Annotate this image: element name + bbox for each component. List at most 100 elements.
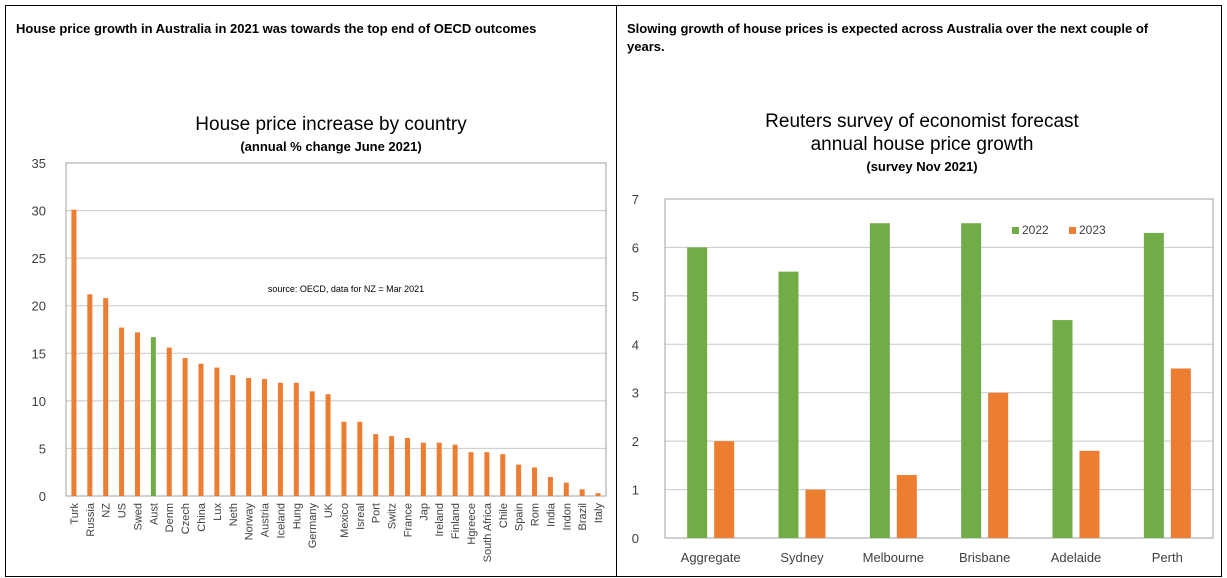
x-tick-label: Neth [228, 503, 240, 526]
bar-finland [452, 444, 458, 496]
bar-us [119, 327, 125, 496]
x-tick-label: NZ [101, 503, 113, 518]
bar-aggregate-2023 [714, 441, 735, 538]
x-tick-label: Italy [593, 503, 605, 524]
y-tick-label: 1 [632, 483, 639, 498]
chart-title: House price increase by country [195, 114, 467, 135]
bar-aggregate-2022 [687, 247, 708, 538]
chart-title-line: Reuters survey of economist forecast [765, 111, 1079, 132]
x-tick-label: Austria [260, 502, 272, 537]
bar-adelaide-2022 [1052, 320, 1073, 538]
country-house-price-chart: House price increase by country (annual %… [32, 114, 607, 562]
bar-port [373, 434, 379, 496]
x-tick-label: Brisbane [959, 550, 1010, 565]
bar-uk [325, 394, 331, 496]
legend-swatch-2023 [1069, 227, 1076, 234]
x-tick-label: China [196, 502, 208, 532]
x-tick-label: Denm [164, 503, 176, 532]
bar-isreal [357, 421, 363, 496]
bar-mexico [341, 421, 347, 496]
x-tick-label: South Africa [482, 502, 494, 562]
x-tick-label: Perth [1152, 550, 1183, 565]
y-tick-label: 5 [39, 441, 46, 456]
bar-germany [309, 391, 315, 496]
y-tick-label: 0 [39, 489, 46, 504]
x-tick-label: Iceland [275, 503, 287, 538]
bar-brazil [579, 489, 585, 496]
y-tick-label: 7 [632, 192, 639, 207]
y-tick-label: 4 [632, 337, 639, 352]
x-tick-label: Jap [418, 503, 430, 521]
x-tick-label: Indon [561, 503, 573, 531]
x-tick-label: Hung [291, 503, 303, 529]
bar-brisbane-2023 [988, 392, 1009, 538]
x-tick-label: Hgreece [466, 503, 478, 545]
y-tick-label: 35 [32, 156, 46, 171]
x-tick-label: Chile [498, 503, 510, 528]
bar-brisbane-2022 [961, 223, 982, 538]
x-tick-label: Lux [212, 503, 224, 521]
y-tick-label: 5 [632, 289, 639, 304]
chart-subtitle: (survey Nov 2021) [866, 159, 977, 174]
chart-title-line: annual house price growth [811, 134, 1034, 155]
x-tick-label: Ireland [434, 503, 446, 537]
bar-hgreece [468, 452, 474, 496]
y-tick-label: 0 [632, 531, 639, 546]
x-tick-label: Swed [132, 503, 144, 531]
x-tick-label: Aust [148, 503, 160, 525]
chart-subtitle: (annual % change June 2021) [240, 139, 421, 154]
bar-spain [516, 464, 522, 496]
y-tick-label: 15 [32, 346, 46, 361]
source-annotation: source: OECD, data for NZ = Mar 2021 [268, 284, 424, 294]
x-tick-label: Port [371, 503, 383, 523]
x-tick-label: Rom [530, 503, 542, 526]
bar-russia [87, 294, 93, 496]
bar-neth [230, 375, 236, 496]
x-tick-label: UK [323, 502, 335, 518]
bar-chile [500, 454, 506, 496]
bar-nz [103, 298, 109, 496]
x-tick-label: Aggregate [681, 550, 741, 565]
left-panel: House price growth in Australia in 2021 … [5, 5, 617, 577]
x-tick-label: Spain [514, 503, 526, 531]
bar-melbourne-2023 [896, 475, 917, 538]
x-tick-label: Adelaide [1051, 550, 1102, 565]
bar-denm [166, 347, 172, 496]
x-tick-label: Sydney [780, 550, 824, 565]
right-panel-heading: Slowing growth of house prices is expect… [627, 21, 1149, 54]
bar-china [198, 363, 204, 496]
x-tick-label: Turk [69, 503, 81, 525]
y-tick-label: 6 [632, 240, 639, 255]
x-tick-label: Mexico [339, 503, 351, 538]
left-panel-heading: House price growth in Australia in 2021 … [16, 21, 537, 36]
bar-indon [563, 482, 569, 496]
plot-area [664, 198, 1214, 539]
bar-jap [420, 442, 426, 496]
bar-rom [532, 467, 538, 496]
x-tick-label: Isreal [355, 503, 367, 530]
y-tick-label: 3 [632, 386, 639, 401]
bar-austria [262, 378, 268, 496]
x-tick-label: Finland [450, 503, 462, 539]
bar-ireland [436, 442, 442, 496]
bar-norway [246, 378, 252, 496]
legend-swatch-2022 [1012, 227, 1019, 234]
legend-label: 2022 [1022, 223, 1049, 237]
x-tick-label: US [117, 503, 129, 518]
y-tick-label: 10 [32, 394, 46, 409]
bar-czech [182, 358, 188, 496]
bar-italy [595, 493, 601, 496]
bar-perth-2022 [1143, 232, 1164, 538]
plot-area [65, 162, 607, 497]
x-tick-label: France [402, 503, 414, 537]
y-tick-label: 30 [32, 204, 46, 219]
bar-france [404, 437, 410, 496]
bar-hung [293, 382, 299, 496]
legend-label: 2023 [1079, 223, 1106, 237]
bar-adelaide-2023 [1079, 450, 1100, 538]
x-tick-label: Germany [307, 503, 319, 549]
bar-swed [134, 332, 140, 496]
y-tick-label: 2 [632, 434, 639, 449]
y-tick-label: 20 [32, 299, 46, 314]
x-tick-label: Russia [85, 502, 97, 537]
